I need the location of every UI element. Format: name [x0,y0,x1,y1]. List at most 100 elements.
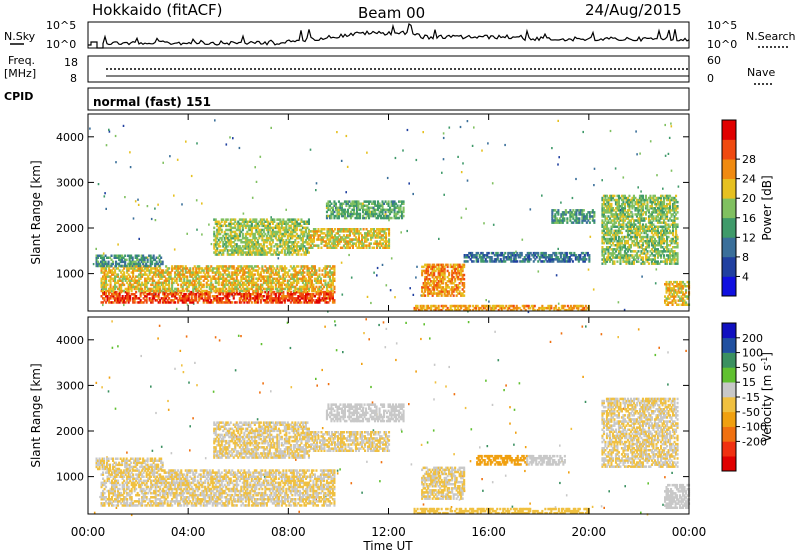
echo-cell [283,251,286,254]
echo-cell [472,260,475,263]
echo-cell [132,297,135,300]
echo-cell [286,285,289,289]
echo-cell [261,224,264,228]
echo-cell [324,301,327,304]
echo-cell [210,301,213,304]
echo-cell [294,230,297,234]
echo-cell [174,287,177,291]
echo-cell [611,225,614,228]
echo-cell [301,269,304,272]
echo-cell [262,243,265,246]
echo-cell [222,241,225,244]
echo-cell [484,304,487,308]
echo-cell [180,273,183,276]
echo-cell [123,303,125,307]
echo-cell [605,233,608,237]
echo-cell [368,210,371,214]
echo-cell [226,251,229,254]
echo-cell [120,287,123,291]
echo-cell [343,200,346,203]
echo-cell [104,260,107,264]
echo-cell [318,293,321,296]
echo-cell [433,263,436,267]
echo-cell [141,289,144,293]
echo-cell [231,265,234,268]
echo-cell [604,227,607,230]
echo-cell [304,230,307,234]
echo-cell [333,214,336,218]
echo-cell [458,308,461,312]
echo-cell [325,289,328,293]
echo-cell [348,228,351,231]
echo-cell [142,256,145,259]
echo-cell [501,254,504,257]
echo-cell [184,269,187,272]
echo-cell [335,232,338,235]
echo-cell [552,221,555,224]
echo-cell [591,209,594,212]
echo-cell [463,265,466,269]
echo-cell [277,271,280,274]
echo-cell [565,254,568,257]
echo-cell [330,285,333,289]
echo-cell [619,244,622,247]
echo-cell [177,271,180,274]
echo-cell [333,285,336,289]
echo-cell [300,253,303,256]
echo-cell [288,245,291,248]
echo-cell [217,245,220,248]
echo-cell [213,275,216,278]
echo-cell [555,274,558,277]
echo-cell [424,294,427,297]
echo-cell [217,226,220,230]
echo-cell [216,301,219,304]
echo-cell [333,244,336,247]
echo-cell [129,279,132,282]
echo-cell [277,273,280,276]
echo-cell [286,287,289,291]
echo-cell [619,196,622,200]
echo-cell [474,254,477,257]
echo-cell [216,249,219,252]
echo-cell [160,275,163,278]
echo-cell [273,297,276,300]
echo-cell [102,297,105,300]
echo-cell [112,279,115,282]
echo-cell [306,269,309,272]
echo-cell [563,213,566,216]
echo-cell [267,222,270,225]
echo-cell [154,264,157,268]
echo-cell [481,308,484,312]
echo-cell [465,256,468,259]
echo-cell [318,295,321,298]
echo-cell [249,265,252,268]
echo-cell [127,285,130,289]
echo-cell [297,297,300,300]
echo-cell [306,265,309,268]
echo-cell [199,275,202,278]
echo-cell [208,293,211,296]
echo-cell [483,254,486,257]
echo-cell [402,210,405,214]
echo-cell [522,258,525,261]
echo-cell [304,226,307,230]
echo-cell [292,222,295,225]
echo-cell [228,224,231,228]
echo-cell [373,228,376,231]
echo-cell [484,306,487,310]
echo-cell [310,289,313,293]
echo-cell [282,241,285,244]
echo-cell [229,283,232,287]
echo-cell [225,236,228,240]
echo-cell [561,258,564,261]
echo-cell [174,267,177,270]
echo-cell [354,204,357,207]
echo-cell [103,258,106,262]
echo-cell [416,306,419,310]
echo-cell [442,271,445,275]
echo-cell [380,244,383,247]
echo-cell [280,232,283,236]
echo-cell [446,269,449,273]
echo-cell [246,243,249,246]
echo-cell [588,258,591,261]
